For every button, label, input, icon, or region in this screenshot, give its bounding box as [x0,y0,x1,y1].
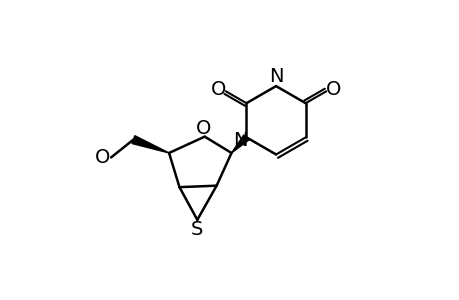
Polygon shape [231,135,248,153]
Text: O: O [325,80,341,99]
Text: N: N [232,131,246,150]
Polygon shape [132,136,169,153]
Text: S: S [190,220,203,239]
Text: O: O [210,80,226,99]
Text: N: N [268,67,283,86]
Text: O: O [195,119,211,138]
Text: O: O [95,148,110,167]
